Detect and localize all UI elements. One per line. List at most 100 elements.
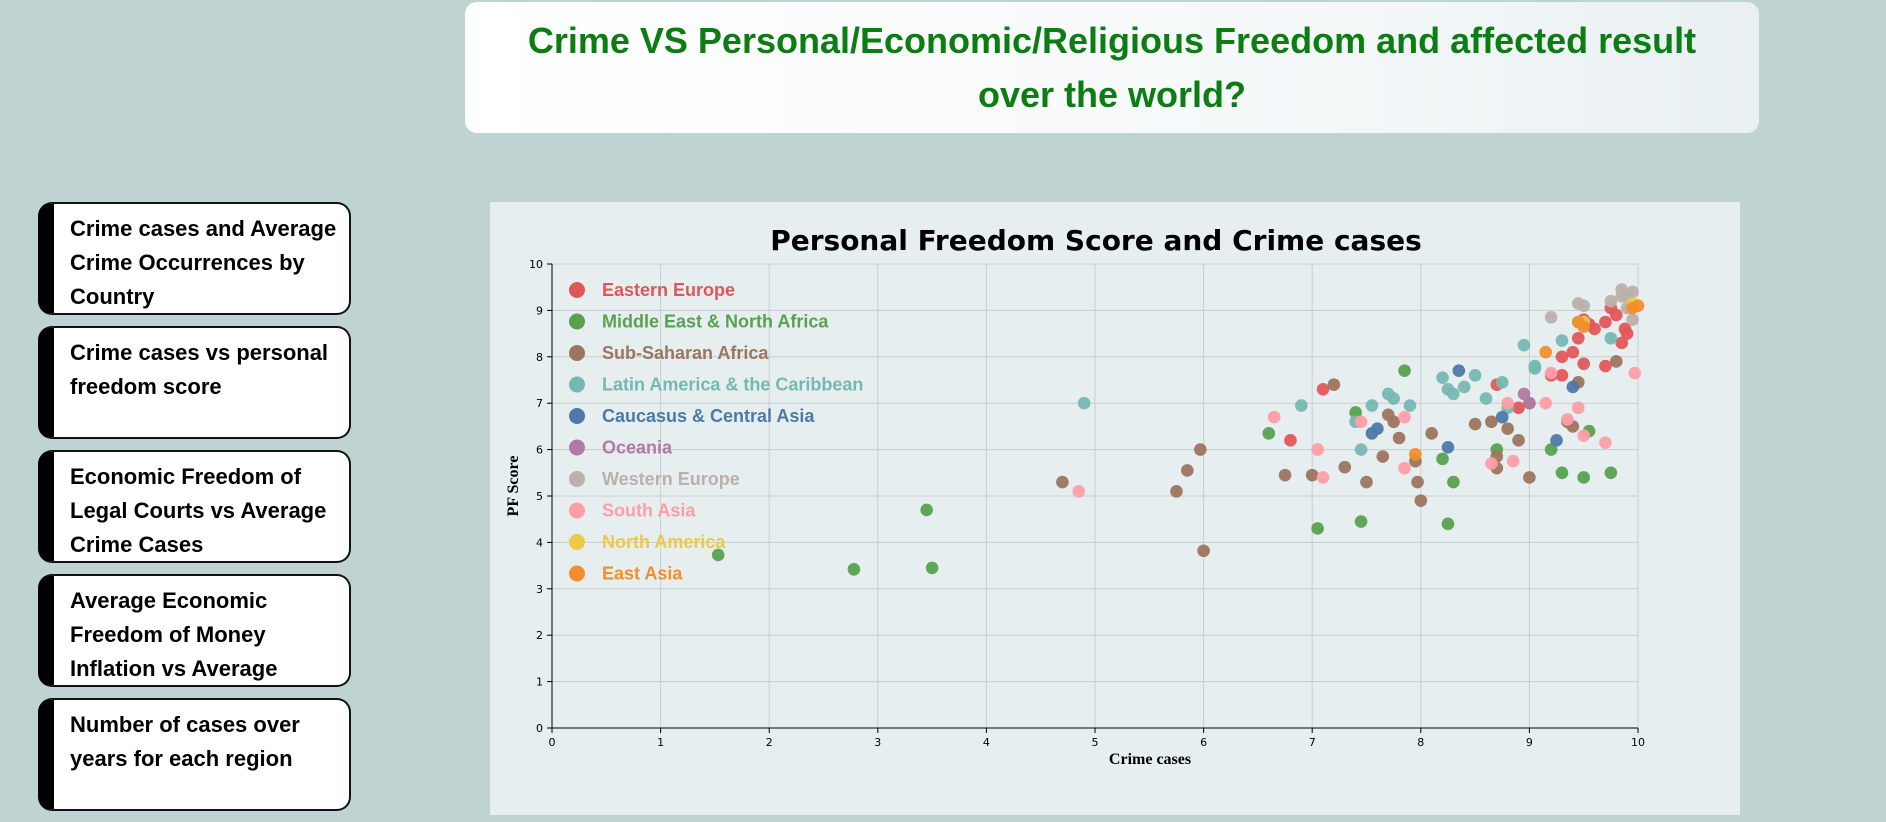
data-point: [1588, 322, 1601, 336]
legend-marker: [569, 313, 585, 330]
x-tick-label: 2: [766, 736, 773, 749]
data-point: [1517, 338, 1531, 352]
data-point: [1181, 464, 1194, 477]
data-point: [1452, 364, 1466, 378]
y-tick-label: 6: [536, 444, 543, 457]
data-point: [1468, 417, 1482, 431]
data-point: [1354, 415, 1368, 429]
data-point: [1311, 522, 1324, 535]
y-tick-label: 4: [536, 536, 543, 549]
page-header: Crime VS Personal/Economic/Religious Fre…: [465, 2, 1759, 133]
scatter-chart: Personal Freedom Score and Crime cases 0…: [505, 224, 1645, 768]
nav-card-cases-over-years[interactable]: Number of cases over years for each regi…: [38, 698, 351, 811]
legend-label: Sub-Saharan Africa: [602, 343, 769, 363]
data-point: [1566, 345, 1580, 359]
nav-card-label: Number of cases over years for each regi…: [70, 712, 300, 771]
data-point: [1485, 415, 1498, 429]
data-point: [1441, 517, 1455, 531]
nav-card-crime-occurrences[interactable]: Crime cases and Average Crime Occurrence…: [38, 202, 351, 315]
data-point: [1512, 401, 1525, 415]
y-tick-label: 8: [536, 351, 543, 364]
x-tick-label: 5: [1092, 736, 1099, 749]
data-point: [1387, 415, 1400, 429]
y-tick-label: 2: [536, 629, 543, 642]
data-point: [1577, 299, 1590, 313]
data-point: [1441, 440, 1455, 454]
x-tick-label: 9: [1526, 736, 1533, 749]
y-tick-label: 3: [536, 583, 543, 596]
data-point: [1599, 315, 1612, 329]
data-point: [1609, 355, 1623, 368]
data-point: [920, 503, 933, 517]
data-point: [1528, 362, 1542, 375]
data-point: [1539, 396, 1552, 410]
data-point: [1609, 308, 1623, 322]
y-tick-label: 5: [536, 490, 543, 503]
data-point: [1501, 422, 1514, 436]
data-point: [1631, 299, 1645, 313]
legend-label: North America: [602, 532, 726, 552]
data-point: [1354, 443, 1368, 456]
data-point: [1316, 382, 1330, 396]
data-point: [1354, 515, 1368, 528]
data-point: [1077, 396, 1091, 410]
data-point: [1387, 392, 1400, 405]
data-point: [1365, 399, 1379, 412]
data-point: [1194, 443, 1207, 456]
data-point: [1056, 475, 1069, 489]
legend-marker: [569, 471, 585, 487]
legend-label: Caucasus & Central Asia: [602, 406, 815, 426]
nav-card-label: Average Economic Freedom of Money Inflat…: [70, 588, 278, 681]
data-point: [1479, 392, 1493, 405]
data-point: [1517, 387, 1531, 401]
data-point: [1411, 475, 1424, 489]
legend-label: Middle East & North Africa: [602, 312, 829, 332]
data-point: [1544, 311, 1558, 324]
x-tick-label: 0: [549, 736, 556, 749]
data-point: [1626, 313, 1639, 326]
legend-marker: [569, 376, 585, 393]
data-point: [1349, 406, 1362, 419]
data-point: [1495, 410, 1509, 424]
data-point: [1604, 466, 1618, 480]
chart-grid: [551, 263, 1639, 729]
data-point: [1295, 399, 1308, 412]
data-point: [1284, 434, 1297, 447]
data-point: [1539, 345, 1552, 359]
legend-label: East Asia: [602, 564, 683, 584]
data-point: [1577, 320, 1590, 333]
nav-card-personal-freedom[interactable]: Crime cases vs personal freedom score: [38, 326, 351, 439]
nav-card-label: Economic Freedom of Legal Courts vs Aver…: [70, 464, 327, 557]
data-point: [711, 548, 725, 562]
data-point: [1267, 410, 1281, 424]
data-point: [1447, 475, 1460, 489]
data-points: [711, 283, 1645, 576]
nav-card-money-inflation[interactable]: Average Economic Freedom of Money Inflat…: [38, 574, 351, 687]
nav-card-legal-courts[interactable]: Economic Freedom of Legal Courts vs Aver…: [38, 450, 351, 563]
x-axis-label: Crime cases: [1109, 751, 1191, 768]
legend-marker: [569, 565, 585, 582]
nav-card-label: Crime cases and Average Crime Occurrence…: [70, 216, 337, 309]
data-point: [1577, 429, 1590, 442]
data-point: [1305, 468, 1319, 482]
data-point: [1403, 399, 1417, 412]
data-point: [1620, 327, 1634, 340]
y-tick-label: 1: [536, 676, 543, 689]
data-point: [1338, 460, 1352, 474]
x-tick-label: 3: [874, 736, 881, 749]
x-tick-label: 4: [983, 736, 990, 749]
data-point: [1550, 434, 1563, 447]
data-point: [1414, 494, 1428, 507]
data-point: [1626, 285, 1639, 299]
data-point: [1599, 359, 1612, 373]
data-point: [1555, 369, 1569, 382]
data-point: [1577, 471, 1590, 484]
x-tick-label: 8: [1417, 736, 1424, 749]
data-point: [1628, 366, 1642, 380]
chart-axes: 0 1 2 3 4 5 6 7 8 9 10 0 1 2 3 4 5 6 7 8 9 10: [529, 258, 1645, 749]
x-tick-label: 7: [1309, 736, 1316, 749]
data-point: [1615, 336, 1629, 350]
data-point: [1566, 380, 1580, 394]
y-tick-label: 9: [536, 304, 543, 317]
data-point: [1544, 366, 1558, 380]
